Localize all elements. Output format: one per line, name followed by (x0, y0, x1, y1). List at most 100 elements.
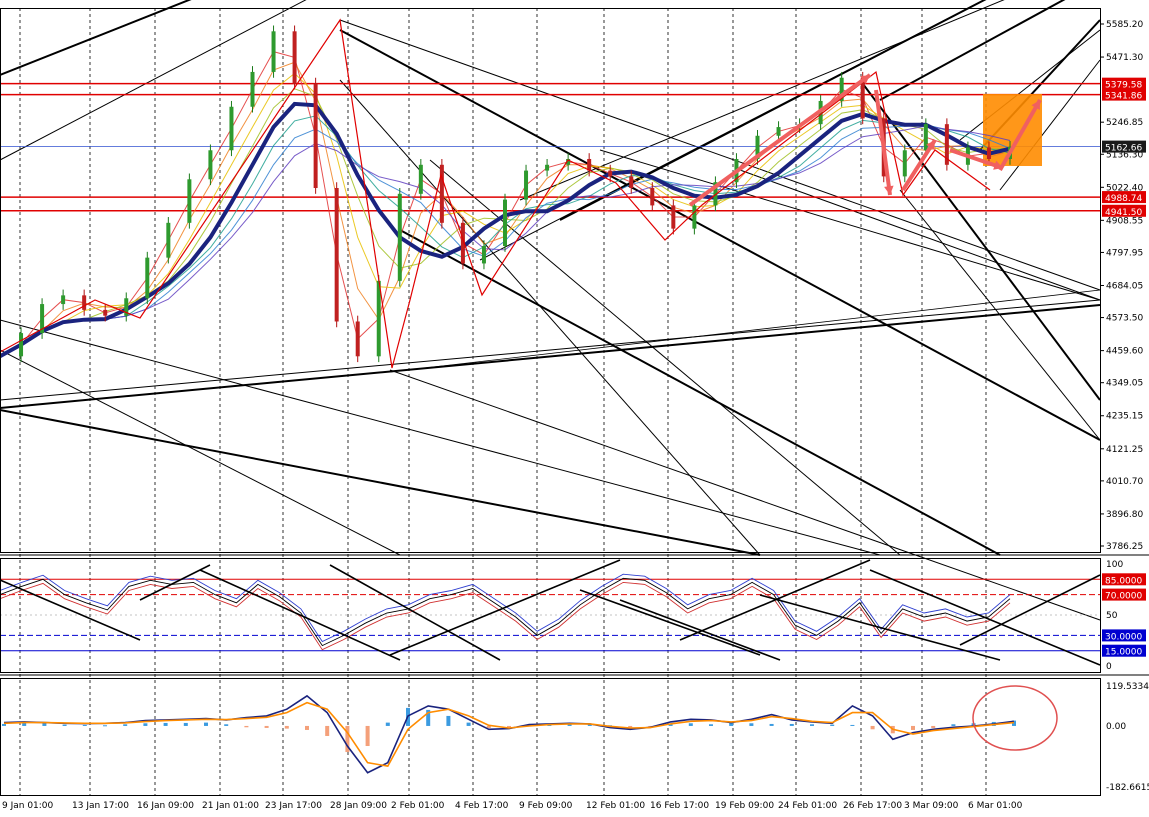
candle-body (860, 77, 865, 119)
macd-histogram-bar (830, 724, 835, 726)
osc-level-label: 15.0000 (1105, 648, 1142, 658)
trend-line (0, 0, 192, 76)
macd-histogram-bar (789, 723, 794, 726)
macd-histogram-bar (951, 724, 956, 726)
candle-body (145, 257, 150, 299)
time-tick-label: 12 Feb 01:00 (586, 801, 645, 811)
macd-histogram-bar (42, 722, 47, 726)
macd-histogram-bar (486, 725, 491, 728)
time-tick-label: 26 Feb 17:00 (843, 801, 902, 811)
candle-body (776, 127, 781, 136)
osc-trend-line (199, 569, 401, 661)
osc-line (0, 581, 1011, 651)
candle-body (397, 193, 402, 281)
time-tick-label: 28 Jan 09:00 (330, 801, 387, 811)
candle-body (986, 147, 991, 159)
macd-histogram-bar (2, 723, 6, 726)
macd-histogram-bar (284, 725, 289, 729)
time-tick-label: 21 Jan 01:00 (202, 801, 259, 811)
macd-histogram-bar (385, 722, 390, 726)
osc-level-tag (1102, 573, 1146, 586)
price-tick-label: 5471.30 (1106, 53, 1143, 63)
macd-tick-label: 119.5334 (1106, 682, 1149, 692)
time-tick-label: 6 Mar 01:00 (968, 801, 1023, 811)
macd-histogram-bar (628, 725, 633, 728)
candle-body (902, 150, 907, 177)
osc-trend-line (139, 564, 211, 601)
macd-histogram-bar (931, 725, 936, 728)
osc-level-tag (1102, 644, 1146, 657)
time-tick-label: 3 Mar 09:00 (904, 801, 959, 811)
candle-body (355, 321, 360, 357)
candle-body (713, 182, 718, 206)
macd-histogram-bar (204, 722, 208, 726)
macd-histogram-bar (911, 725, 915, 730)
candle-body (313, 83, 318, 189)
osc-level-label: 30.0000 (1105, 632, 1142, 642)
price-tick-label: 5022.40 (1106, 183, 1143, 193)
forecast-arrow-head (884, 185, 894, 195)
osc-level-tag (1102, 629, 1146, 642)
macd-histogram-bar (648, 725, 653, 727)
candle-body (166, 222, 171, 258)
time-tick-label: 23 Jan 17:00 (265, 801, 322, 811)
candle-body (923, 124, 928, 151)
macd-histogram-bar (244, 725, 249, 728)
candle-body (61, 295, 66, 305)
level-tag (1102, 88, 1146, 101)
candle-body (839, 77, 844, 101)
trend-line (0, 299, 1101, 401)
trend-line (739, 169, 1101, 301)
level-tag (1102, 191, 1146, 204)
forecast-arrow (949, 148, 1004, 170)
trend-line (519, 0, 1005, 201)
price-tick-label: 4797.95 (1106, 248, 1143, 258)
macd-histogram-bar (810, 724, 814, 726)
osc-trend-line (679, 559, 871, 641)
trend-line (389, 369, 1101, 621)
macd-line (3, 694, 1015, 774)
price-tick-label: 4684.05 (1106, 281, 1143, 291)
macd-histogram-bar (123, 724, 128, 726)
candle-body (503, 199, 507, 247)
candle-body (629, 176, 634, 189)
osc-trend-line (0, 579, 141, 641)
trend-line (599, 149, 1101, 301)
candle-body (545, 164, 550, 171)
trend-line (559, 0, 987, 221)
macd-panel-frame (0, 678, 1101, 796)
trend-line (339, 19, 1101, 291)
time-tick-label: 4 Feb 17:00 (455, 801, 509, 811)
osc-trend-line (329, 564, 501, 661)
forecast-arrow (688, 73, 872, 207)
macd-histogram-bar (143, 723, 148, 726)
time-tick-label: 9 Jan 01:00 (2, 801, 54, 811)
signal-line (3, 701, 1015, 767)
candle-body (755, 135, 760, 159)
candle-body (19, 333, 24, 357)
candle-body (692, 205, 697, 229)
price-tick-label: 5136.30 (1106, 150, 1143, 160)
candle-body (376, 280, 381, 357)
macd-histogram-bar (365, 725, 370, 747)
trend-line (0, 319, 881, 556)
trend-line (389, 289, 1101, 373)
time-tick-label: 2 Feb 01:00 (391, 801, 445, 811)
osc-line (0, 577, 1011, 647)
candle-body (671, 205, 676, 229)
macd-histogram-bar (345, 725, 350, 753)
zigzag-line (0, 18, 991, 369)
candle-body (439, 164, 444, 223)
current-price-label: 5162.66 (1105, 144, 1142, 154)
forecast-arrow-head (926, 140, 935, 150)
osc-trend-line (759, 594, 1001, 661)
trend-line (0, 409, 761, 556)
osc-level-label: 85.0000 (1105, 576, 1142, 586)
macd-histogram-bar (224, 724, 229, 726)
trend-line (339, 29, 1101, 441)
candle-body (250, 71, 255, 107)
price-tick-label: 4121.25 (1106, 445, 1143, 455)
candle-body (566, 158, 571, 165)
